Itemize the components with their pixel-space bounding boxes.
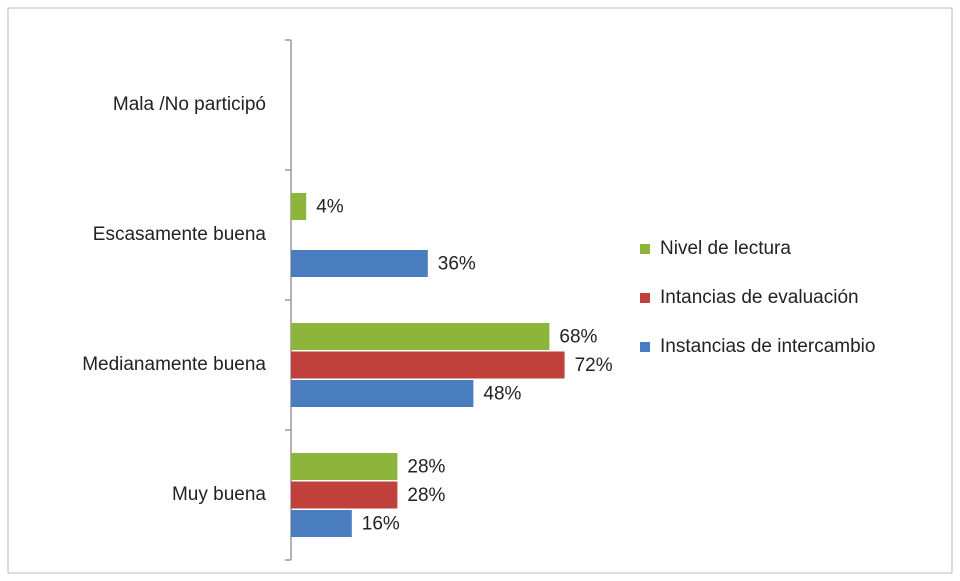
bar [291, 453, 398, 480]
category-label: Medianamente buena [82, 354, 266, 375]
value-label: 16% [362, 514, 400, 535]
legend-label: Nivel de lectura [660, 238, 791, 259]
value-label: 4% [316, 197, 344, 218]
category-label: Muy buena [172, 484, 266, 505]
value-label: 36% [438, 254, 476, 275]
bar [291, 510, 352, 537]
bar [291, 250, 428, 277]
bar [291, 323, 550, 350]
legend-swatch [640, 342, 650, 352]
legend-swatch [640, 293, 650, 303]
legend-label: Intancias de evaluación [660, 287, 859, 308]
legend-label: Instancias de intercambio [660, 336, 875, 357]
value-label: 28% [407, 457, 445, 478]
value-label: 68% [559, 327, 597, 348]
bar [291, 380, 474, 407]
legend-swatch [640, 244, 650, 254]
value-label: 48% [483, 384, 521, 405]
bar [291, 351, 565, 379]
frame [7, 7, 953, 574]
category-label: Mala /No participó [113, 94, 266, 115]
bar [291, 481, 398, 509]
bar [291, 193, 307, 220]
value-label: 28% [407, 485, 445, 506]
category-label: Escasamente buena [93, 224, 267, 245]
value-label: 72% [575, 355, 613, 376]
